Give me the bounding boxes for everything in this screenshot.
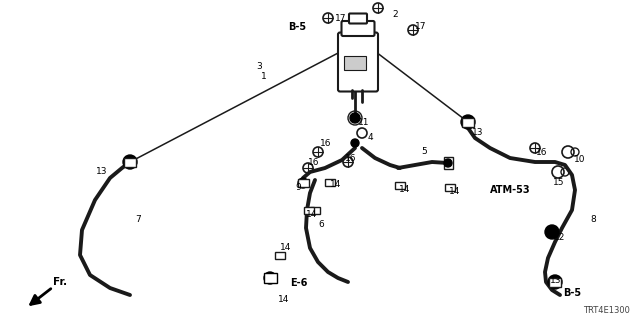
Text: 6: 6 [318,220,324,229]
Text: 5: 5 [421,147,427,156]
Text: 13: 13 [472,128,483,137]
Bar [304,206,314,213]
Text: ATM-53: ATM-53 [490,185,531,195]
Circle shape [461,115,475,129]
FancyBboxPatch shape [349,13,367,23]
Text: 9: 9 [295,183,301,192]
Bar [264,273,276,283]
Bar [444,157,452,169]
Text: 16: 16 [536,148,547,157]
Circle shape [444,159,452,167]
Text: 12: 12 [554,233,565,242]
Circle shape [351,139,359,147]
Text: 14: 14 [330,180,341,189]
Bar [395,181,405,188]
Bar [549,277,561,286]
Circle shape [123,155,137,169]
Bar [298,179,308,187]
Bar [275,252,285,259]
Text: 11: 11 [358,118,369,127]
Text: 14: 14 [399,185,410,194]
Circle shape [548,275,562,289]
Text: 3: 3 [256,62,262,71]
Circle shape [350,113,360,123]
Circle shape [545,225,559,239]
Text: 13: 13 [96,167,108,176]
Bar [462,117,474,126]
Bar [325,179,335,186]
Text: 10: 10 [574,155,586,164]
Text: 4: 4 [368,133,374,142]
Text: 14: 14 [306,210,317,219]
Text: B-5: B-5 [288,22,306,32]
Text: 1: 1 [261,72,267,81]
Circle shape [264,272,276,284]
Bar [124,157,136,166]
Text: 2: 2 [392,10,397,19]
Text: 15: 15 [553,178,564,187]
Text: B-5: B-5 [563,288,581,298]
Bar [344,56,366,70]
Text: 14: 14 [278,295,289,304]
Text: 17: 17 [415,22,426,31]
Circle shape [298,178,308,188]
FancyBboxPatch shape [338,33,378,92]
Text: 17: 17 [335,14,346,23]
Text: E-6: E-6 [290,278,307,288]
Text: TRT4E1300: TRT4E1300 [583,306,630,315]
Text: 14: 14 [449,187,460,196]
Text: 14: 14 [280,243,291,252]
Text: 16: 16 [308,158,319,167]
Bar [310,206,320,213]
Text: 8: 8 [590,215,596,224]
Text: Fr.: Fr. [53,277,67,287]
Text: 7: 7 [135,215,141,224]
Text: 13: 13 [550,276,561,285]
FancyBboxPatch shape [342,21,374,36]
Bar [445,183,455,190]
Text: 16: 16 [345,154,356,163]
Text: 16: 16 [320,139,332,148]
